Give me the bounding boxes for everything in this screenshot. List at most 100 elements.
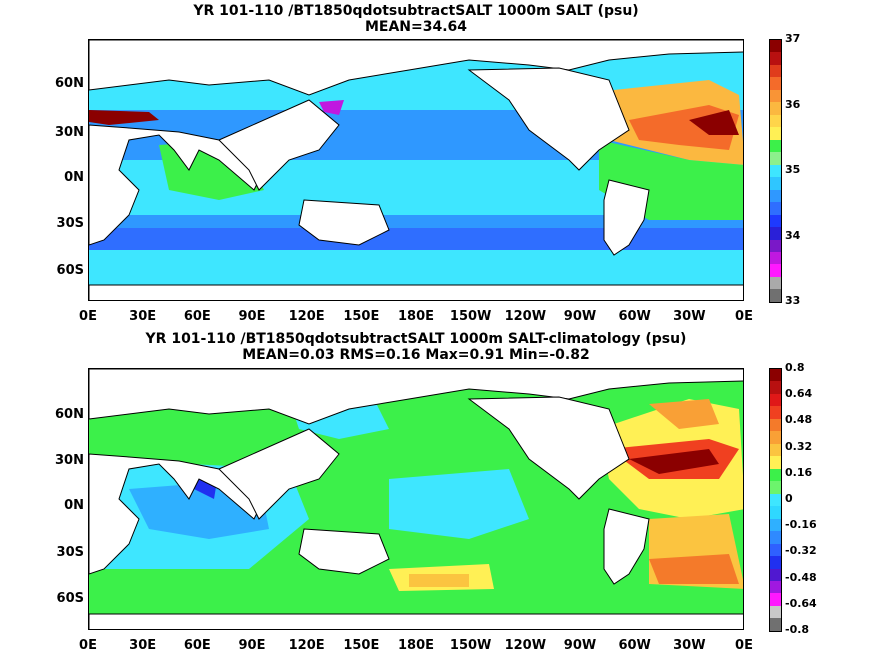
colorbar-segment [770,77,781,90]
colorbar-label: 36 [785,97,801,111]
colorbar-label: -0.8 [785,623,810,636]
lon-label: 120W [504,638,547,653]
panel1-title-line1: YR 101-110 /BT1850qdotsubtractSALT 1000m… [193,3,639,19]
colorbar-label: 35 [785,163,801,176]
lon-label: 180E [397,309,435,324]
colorbar-segment [770,202,781,215]
colorbar-segment [770,518,781,532]
colorbar-segment [770,506,781,519]
mediterranean-red [89,110,159,125]
colorbar-label: -0.32 [785,544,817,558]
lat-label: 30N [55,453,84,468]
colorbar-segment [770,177,781,190]
lon-label: 90W [563,309,597,324]
atlantic-darkred [689,110,739,135]
panel1-map [88,39,744,301]
panel1-map-svg [89,40,743,300]
lat-label: 60S [56,591,84,606]
lon-label: 120W [504,309,547,324]
colorbar-label: 0.8 [785,361,805,374]
colorbar-segment [770,239,781,252]
lat-label: 30S [56,216,84,231]
lat-label: 30N [55,125,84,140]
colorbar-label: 0.16 [785,465,813,479]
satlantic-orange [649,554,739,584]
colorbar-segment [770,214,781,228]
colorbar-segment [770,251,781,265]
lon-label: 150E [343,309,380,324]
colorbar-segment [770,481,781,494]
lon-label: 120E [288,638,325,653]
colorbar-label: 0 [785,492,793,505]
colorbar-segment [770,164,781,178]
colorbar-segment [770,152,781,165]
lon-label: 0E [735,309,753,324]
colorbar-segment [770,556,781,569]
colorbar-segment [770,369,781,382]
colorbar-segment [770,443,781,457]
colorbar-segment [770,189,781,203]
lon-label: 0E [735,638,753,653]
colorbar-segment [770,64,781,78]
colorbar-segment [770,276,781,290]
panel2-title-line2: MEAN=0.03 RMS=0.16 Max=0.91 Min=-0.82 [242,347,590,363]
lon-label: 150W [449,309,492,324]
lat-label: 0N [64,170,84,185]
pacific-cyan [389,469,529,539]
colorbar-segment [770,264,781,277]
colorbar-segment [770,605,781,619]
colorbar-segment [770,418,781,432]
colorbar-segment [770,468,781,482]
colorbar-segment [770,127,781,140]
colorbar-segment [770,393,781,407]
colorbar-segment [770,227,781,240]
colorbar-segment [770,568,781,581]
lat-label: 60N [55,407,84,422]
lon-label: 30W [673,309,706,324]
colorbar-label: -0.48 [785,570,817,584]
panel2-title-line1: YR 101-110 /BT1850qdotsubtractSALT 1000m… [145,331,687,347]
colorbar-segment [770,593,781,606]
panel2-map [88,368,744,630]
panel2-colorbar [769,368,782,632]
southern-blue-band [89,228,743,250]
atlantic-darkred [629,449,719,474]
colorbar-segment [770,139,781,153]
colorbar-label: -0.16 [785,518,817,532]
colorbar-segment [770,89,781,103]
colorbar-segment [770,52,781,65]
land [89,369,743,629]
colorbar-segment [770,456,781,469]
lat-label: 30S [56,545,84,560]
colorbar-segment [770,406,781,419]
colorbar-segment [770,493,781,507]
colorbar-segment [770,114,781,128]
japan-sea-purple [319,100,344,115]
colorbar-label: 34 [785,228,801,242]
colorbar-label: 0.48 [785,413,813,427]
colorbar-segment [770,618,781,631]
lon-label: 30E [129,309,157,324]
lon-label: 90E [238,638,266,653]
panel1-colorbar [769,39,782,303]
colorbar-label: 0.64 [785,387,813,401]
colorbar-segment [770,543,781,557]
colorbar-segment [770,381,781,394]
colorbar-segment [770,580,781,594]
lon-label: 30E [129,638,157,653]
land [89,40,743,300]
lon-label: 150W [449,638,492,653]
lon-label: 60W [618,309,651,324]
lon-label: 60W [618,638,651,653]
colorbar-segment [770,102,781,115]
colorbar-label: 0.32 [785,439,813,453]
colorbar-segment [770,531,781,544]
labrador-orange [649,399,719,429]
lon-label: 90E [238,309,266,324]
lon-label: 120E [288,309,325,324]
lon-label: 0E [79,638,97,653]
panel1-title-line2: MEAN=34.64 [364,19,468,35]
lat-label: 60S [56,263,84,278]
lat-label: 60N [55,76,84,91]
lon-label: 30W [673,638,706,653]
